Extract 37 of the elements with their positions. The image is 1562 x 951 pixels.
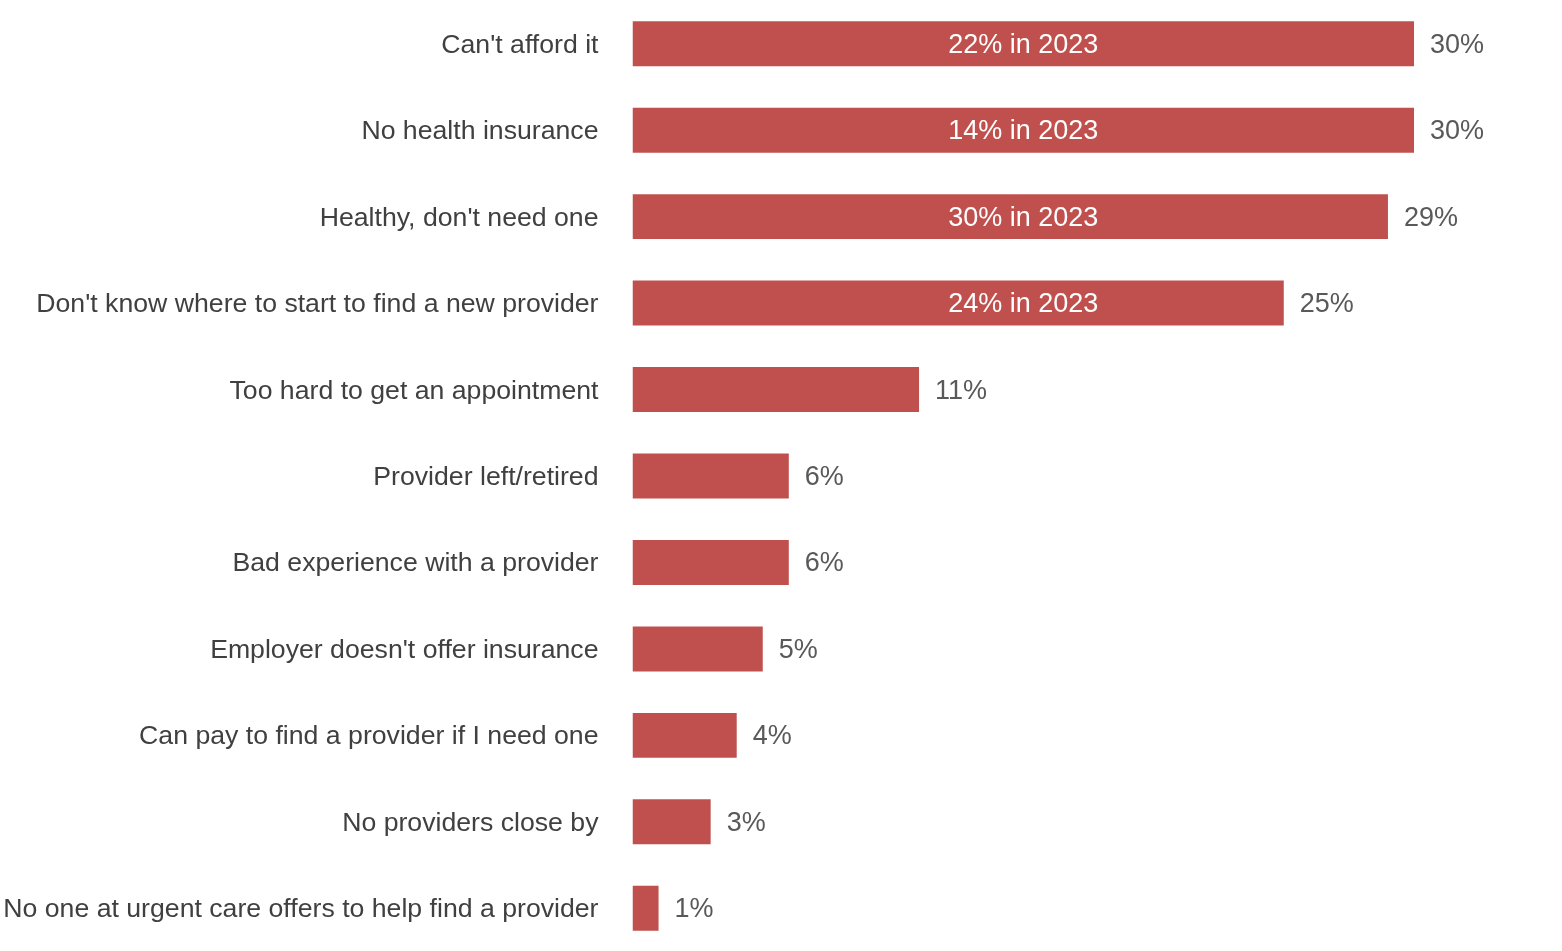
bar — [632, 885, 659, 931]
y-tick-label: No health insurance — [361, 115, 599, 146]
bar — [632, 539, 789, 585]
y-tick-label: Employer doesn't offer insurance — [210, 633, 599, 664]
bar — [632, 107, 1415, 153]
y-tick-label: Don't know where to start to find a new provider — [36, 288, 599, 319]
data-label: 30% — [1430, 115, 1485, 146]
y-tick-label: No one at urgent care offers to help find a provider — [3, 893, 599, 924]
data-label: 6% — [804, 461, 844, 491]
data-label: 29% — [1403, 201, 1459, 232]
y-tick-label: Bad experience with a provider — [232, 547, 599, 578]
data-label: 25% — [1299, 288, 1354, 319]
annotation: 30% in 2023 — [948, 201, 1099, 232]
data-label: 4% — [752, 720, 792, 751]
bar — [632, 280, 1284, 326]
y-tick-label: Provider left/retired — [373, 461, 599, 491]
annotation: 22% in 2023 — [948, 28, 1099, 59]
annotation: 14% in 2023 — [948, 115, 1099, 146]
y-tick-label: Healthy, don't need one — [319, 201, 599, 232]
bar — [632, 453, 789, 499]
data-label: 5% — [778, 633, 818, 664]
data-label: 30% — [1430, 28, 1485, 59]
bar — [632, 626, 763, 672]
y-tick-label: Can pay to find a provider if I need one — [139, 720, 599, 751]
y-tick-label: Too hard to get an appointment — [229, 374, 600, 405]
bar — [632, 367, 920, 413]
data-label: 1% — [674, 893, 714, 924]
y-tick-label: No providers close by — [342, 806, 600, 837]
data-label: 6% — [804, 547, 844, 578]
bar — [632, 194, 1388, 240]
annotation: 24% in 2023 — [948, 288, 1099, 319]
bar — [632, 712, 737, 758]
data-label: 3% — [726, 806, 766, 837]
y-tick-label: Can't afford it — [441, 28, 600, 59]
bar — [632, 21, 1415, 67]
data-label: 11% — [935, 374, 988, 405]
bar — [632, 799, 711, 845]
